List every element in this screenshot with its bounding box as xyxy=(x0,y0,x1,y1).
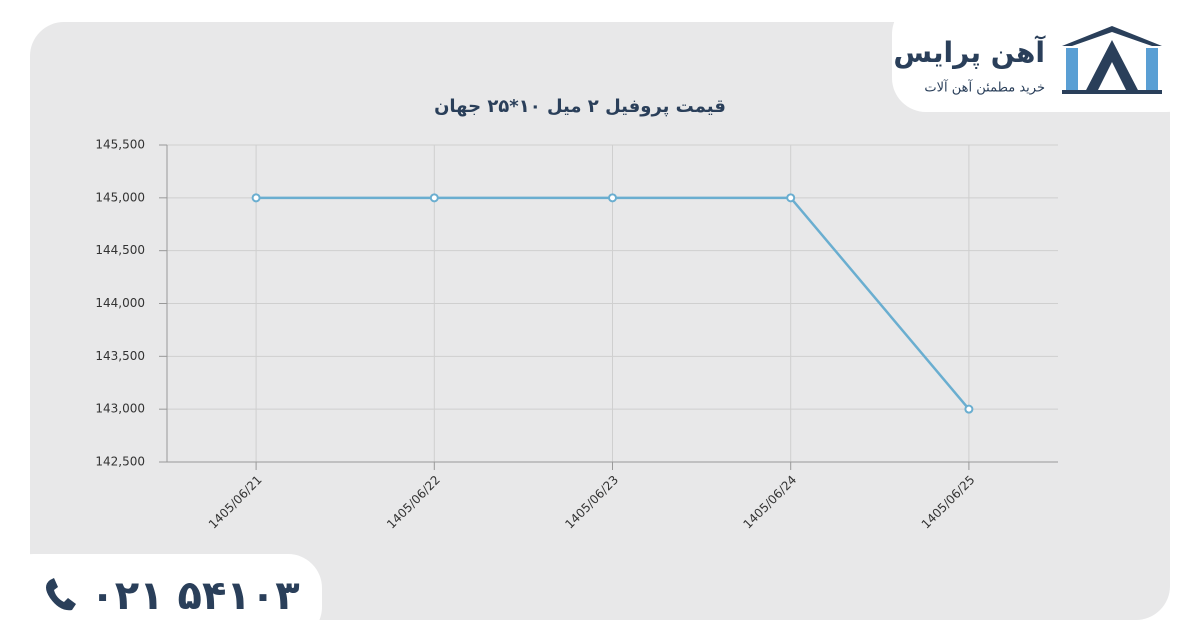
brand-name: آهن پرایس xyxy=(893,35,1046,69)
y-tick-label: 143,500 xyxy=(95,349,145,363)
phone-icon xyxy=(46,578,76,611)
phone-cutout xyxy=(0,554,322,641)
y-tick-label: 144,000 xyxy=(95,296,145,310)
data-point xyxy=(786,193,796,203)
data-point xyxy=(608,193,617,203)
chart-title: قیمت پروفیل ۲ میل ۱۰*۲۵ جهان xyxy=(434,96,726,117)
brand-tagline: خرید مطمئن آهن آلات xyxy=(924,79,1045,96)
y-tick-label: 145,500 xyxy=(95,138,145,152)
y-tick-label: 142,500 xyxy=(95,455,145,469)
data-point xyxy=(964,404,974,414)
logo-icon xyxy=(1062,26,1162,94)
y-tick-label: 145,000 xyxy=(95,190,145,204)
data-point xyxy=(429,193,439,203)
data-point xyxy=(251,193,261,203)
card xyxy=(30,22,1170,620)
y-tick-label: 144,500 xyxy=(95,243,145,257)
phone-number: ۰۲۱ ۵۴۱۰۳ xyxy=(90,573,299,619)
y-tick-label: 143,000 xyxy=(95,402,145,416)
